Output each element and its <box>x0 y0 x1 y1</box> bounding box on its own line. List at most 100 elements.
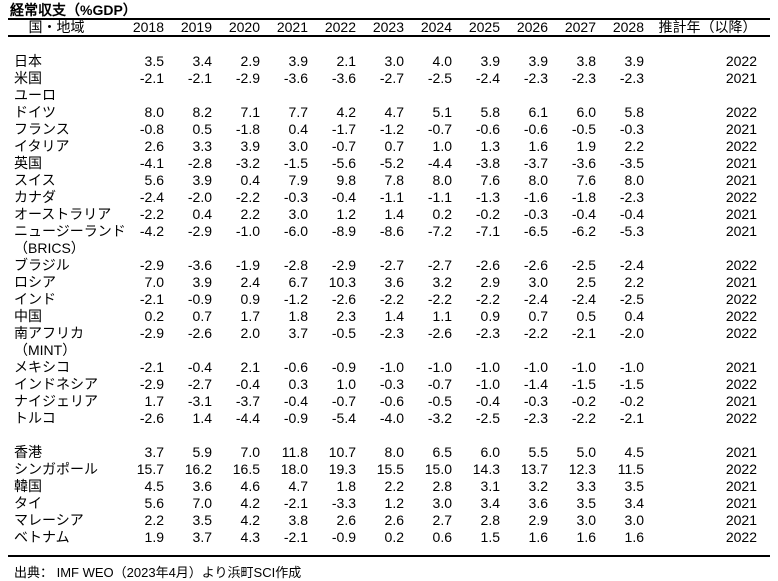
value-cell: -2.2 <box>427 291 452 307</box>
estimate-year-cell: 2021 <box>725 274 757 290</box>
country-label: 日本 <box>14 53 42 69</box>
value-cell: 2.3 <box>336 308 356 324</box>
value-cell: 0.5 <box>192 121 212 137</box>
country-label: スイス <box>14 172 56 188</box>
value-cell: 8.0 <box>528 172 548 188</box>
table-row: ドイツ 8.0 8.2 7.1 7.7 4.2 4.7 5.1 5.8 6.1 6.0 5.8 2022 <box>8 104 770 121</box>
value-cell: -1.0 <box>475 376 500 392</box>
table-row: メキシコ -2.1 -0.4 2.1 -0.6 -0.9 -1.0 -1.0 -1.0 -1.0 -… <box>8 359 770 376</box>
estimate-year-cell <box>645 546 770 556</box>
value-cell <box>117 87 165 104</box>
estimate-year-cell: 2021 <box>725 70 757 86</box>
value-cell: 7.0 <box>240 444 260 460</box>
value-cell <box>357 427 405 444</box>
table-row: ナイジェリア 1.7 -3.1 -3.7 -0.4 -0.7 -0.6 -0.5 -0.4 -0.… <box>8 393 770 410</box>
estimate-year-cell <box>645 36 770 53</box>
value-cell: 15.7 <box>136 461 164 477</box>
estimate-year-cell: 2022 <box>725 325 757 341</box>
value-cell: 0.3 <box>288 376 308 392</box>
value-cell: -0.3 <box>379 376 404 392</box>
value-cell <box>261 546 309 556</box>
value-cell: 3.2 <box>528 478 548 494</box>
value-cell: -2.1 <box>139 70 164 86</box>
table-row: インド -2.1 -0.9 0.9 -1.2 -2.6 -2.2 -2.2 -2.2 -2.4 -2… <box>8 291 770 308</box>
value-cell: 19.3 <box>328 461 356 477</box>
value-cell: -0.2 <box>571 393 596 409</box>
value-cell: -2.4 <box>523 291 548 307</box>
country-label: インド <box>14 291 56 307</box>
value-cell <box>261 342 309 359</box>
spacer-row <box>8 427 770 444</box>
value-cell: -1.0 <box>523 359 548 375</box>
value-cell: 1.9 <box>576 138 596 154</box>
column-header-year-2026: 2026 <box>516 19 548 35</box>
value-cell: 3.9 <box>624 53 644 69</box>
value-cell: -0.7 <box>331 138 356 154</box>
value-cell: 2.0 <box>240 325 260 341</box>
country-label: 英国 <box>14 155 42 171</box>
table-row: スイス 5.6 3.9 0.4 7.9 9.8 7.8 8.0 7.6 8.0 7.6 8.0 2021 <box>8 172 770 189</box>
value-cell: 6.0 <box>480 444 500 460</box>
value-cell: 4.2 <box>336 104 356 120</box>
value-cell: -1.0 <box>427 359 452 375</box>
value-cell: 1.2 <box>384 495 404 511</box>
estimate-year-cell: 2021 <box>725 512 757 528</box>
value-cell: 3.1 <box>480 478 500 494</box>
value-cell: 2.6 <box>336 512 356 528</box>
value-cell: -2.4 <box>139 189 164 205</box>
value-cell: -2.6 <box>331 291 356 307</box>
value-cell: -1.2 <box>283 291 308 307</box>
value-cell: 4.0 <box>432 53 452 69</box>
value-cell: 2.6 <box>384 512 404 528</box>
value-cell: -3.5 <box>619 155 644 171</box>
estimate-year-cell: 2022 <box>725 308 757 324</box>
estimate-year-cell: 2021 <box>725 155 757 171</box>
value-cell <box>213 546 261 556</box>
estimate-year-cell: 2021 <box>725 495 757 511</box>
value-cell: -1.5 <box>283 155 308 171</box>
value-cell: -7.1 <box>475 223 500 239</box>
value-cell <box>357 546 405 556</box>
value-cell: 15.0 <box>424 461 452 477</box>
value-cell: 2.1 <box>240 359 260 375</box>
value-cell: 18.0 <box>280 461 308 477</box>
value-cell: -4.4 <box>235 410 260 426</box>
value-cell: 3.6 <box>528 495 548 511</box>
value-cell: -6.2 <box>571 223 596 239</box>
country-label <box>8 546 117 556</box>
value-cell: -1.1 <box>427 189 452 205</box>
value-cell: -1.8 <box>235 121 260 137</box>
value-cell: -2.5 <box>475 410 500 426</box>
estimate-year-cell: 2021 <box>725 444 757 460</box>
value-cell: 6.5 <box>432 444 452 460</box>
value-cell <box>117 427 165 444</box>
value-cell <box>501 240 549 257</box>
table-row: カナダ -2.4 -2.0 -2.2 -0.3 -0.4 -1.1 -1.1 -1.3 -1.6 -… <box>8 189 770 206</box>
value-cell: 3.9 <box>480 53 500 69</box>
value-cell: 4.7 <box>288 478 308 494</box>
table-row: 韓国 4.5 3.6 4.6 4.7 1.8 2.2 2.8 3.1 3.2 3.3 3.5 2021 <box>8 478 770 495</box>
value-cell <box>357 36 405 53</box>
value-cell: 1.6 <box>624 529 644 545</box>
value-cell: 7.0 <box>144 274 164 290</box>
value-cell <box>261 427 309 444</box>
value-cell: 0.4 <box>624 308 644 324</box>
value-cell: -0.6 <box>283 359 308 375</box>
value-cell: 0.4 <box>240 172 260 188</box>
value-cell: -2.5 <box>427 70 452 86</box>
value-cell: 3.2 <box>432 274 452 290</box>
value-cell: 3.9 <box>528 53 548 69</box>
value-cell: 0.7 <box>384 138 404 154</box>
value-cell: -1.3 <box>475 189 500 205</box>
value-cell: -1.0 <box>235 223 260 239</box>
country-label: 米国 <box>14 70 42 86</box>
value-cell: 3.0 <box>432 495 452 511</box>
value-cell: 10.3 <box>328 274 356 290</box>
estimate-year-cell: 2021 <box>725 478 757 494</box>
estimate-year-cell: 2022 <box>725 53 757 69</box>
value-cell: -1.9 <box>235 257 260 273</box>
country-label: トルコ <box>14 410 56 426</box>
value-cell: -1.0 <box>475 359 500 375</box>
value-cell: -0.6 <box>475 121 500 137</box>
